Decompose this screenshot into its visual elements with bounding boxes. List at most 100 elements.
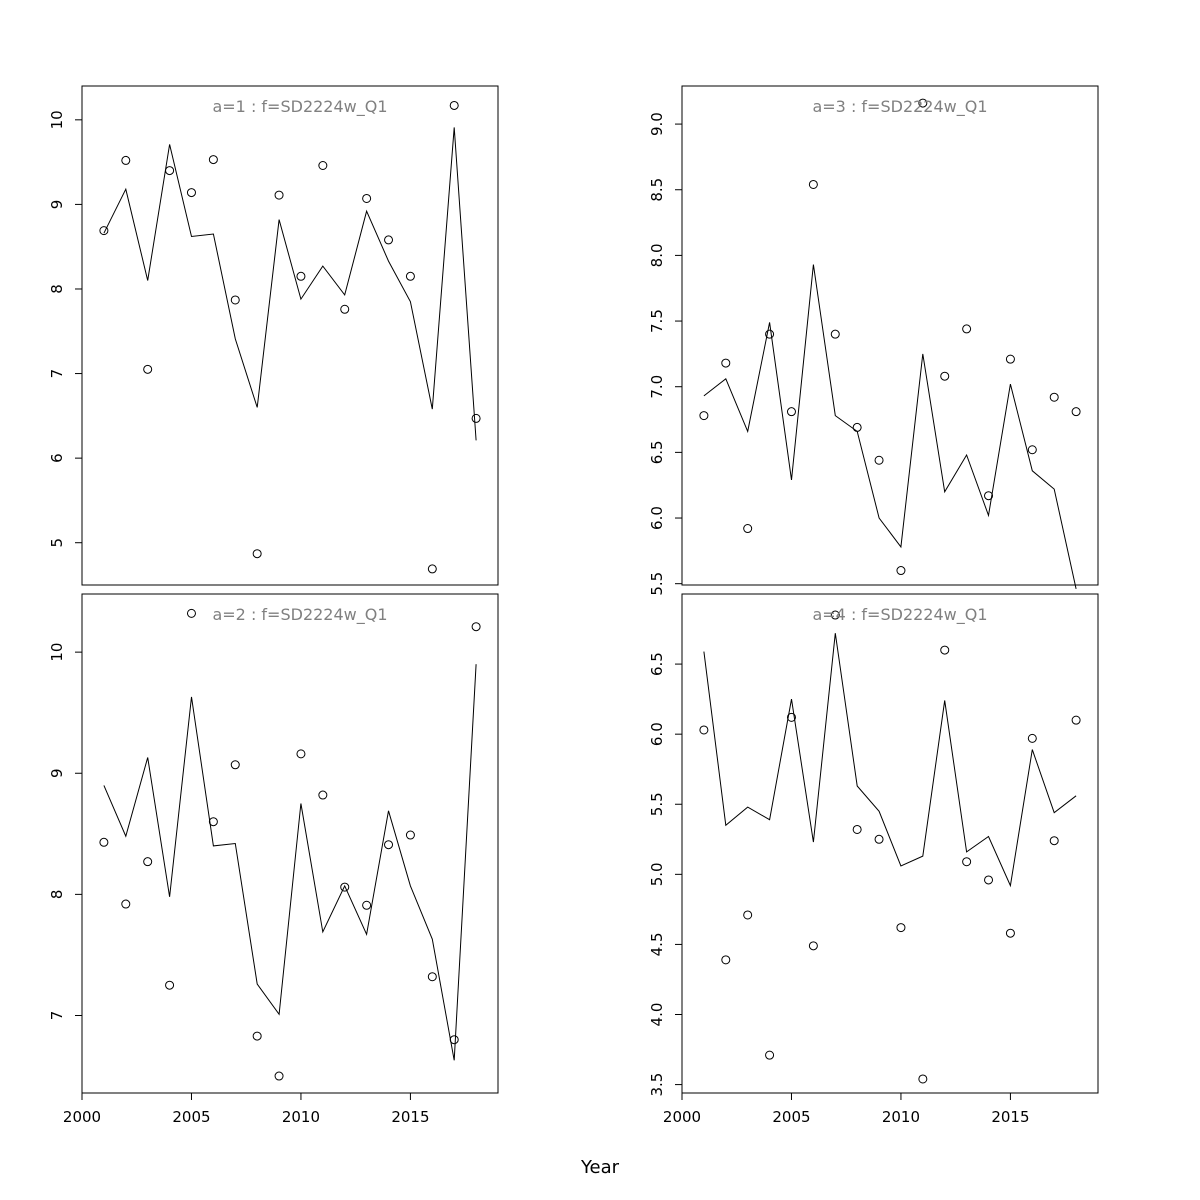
observed-point-a2 bbox=[99, 837, 109, 847]
observed-point-a4 bbox=[743, 910, 753, 920]
observed-point-a1 bbox=[340, 304, 350, 314]
observed-point-a3 bbox=[830, 329, 840, 339]
y-tick-label-a1: 5 bbox=[48, 538, 66, 548]
observed-point-a3 bbox=[808, 179, 818, 189]
panel-title-a2: a=2 : f=SD2224w_Q1 bbox=[212, 605, 387, 625]
observed-point-a1 bbox=[99, 226, 109, 236]
observed-point-a2 bbox=[121, 899, 131, 909]
y-tick-label-a1: 8 bbox=[48, 284, 66, 294]
observed-point-a3 bbox=[874, 455, 884, 465]
panel-a3: 5.5 6.0 6.5 7.0 7.5 8.0 8.5 9.0 a=3 : f=SD2224w_… bbox=[648, 85, 1099, 596]
observed-point-a3 bbox=[1005, 354, 1015, 364]
observed-point-a1 bbox=[252, 549, 262, 559]
y-tick-label-a3: 6.5 bbox=[648, 440, 666, 464]
observed-point-a2 bbox=[143, 857, 153, 867]
observed-point-a1 bbox=[186, 188, 196, 198]
observed-point-a3 bbox=[1049, 392, 1059, 402]
observed-point-a1 bbox=[121, 155, 131, 165]
panel-title-a1: a=1 : f=SD2224w_Q1 bbox=[212, 97, 387, 117]
x-tick-label-a4: 2015 bbox=[991, 1108, 1029, 1126]
observed-point-a3 bbox=[765, 329, 775, 339]
observed-point-a1 bbox=[165, 166, 175, 176]
observed-point-a1 bbox=[405, 271, 415, 281]
observed-point-a2 bbox=[230, 760, 240, 770]
y-tick-label-a1: 9 bbox=[48, 200, 66, 210]
observed-point-a1 bbox=[274, 190, 284, 200]
observed-point-a3 bbox=[940, 371, 950, 381]
observed-point-a4 bbox=[1071, 715, 1081, 725]
observed-point-a3 bbox=[984, 491, 994, 501]
observed-point-a4 bbox=[896, 923, 906, 933]
observed-point-a1 bbox=[318, 161, 328, 171]
observed-point-a4 bbox=[962, 857, 972, 867]
observed-point-a1 bbox=[384, 235, 394, 245]
observed-point-a2 bbox=[208, 817, 218, 827]
y-tick-label-a1: 6 bbox=[48, 453, 66, 463]
panel-a1: 5 6 7 8 9 10 a=1 : f=SD2224w_Q1 bbox=[48, 85, 499, 586]
observed-point-a1 bbox=[296, 271, 306, 281]
observed-point-a3 bbox=[918, 98, 928, 108]
y-tick-label-a1: 7 bbox=[48, 369, 66, 379]
y-tick-label-a1: 10 bbox=[48, 110, 66, 129]
observed-point-a2 bbox=[165, 980, 175, 990]
fitted-line-a4 bbox=[703, 633, 1077, 888]
observed-point-a4 bbox=[1049, 836, 1059, 846]
observed-point-a4 bbox=[984, 875, 994, 885]
observed-point-a4 bbox=[1005, 928, 1015, 938]
observed-point-a4 bbox=[765, 1050, 775, 1060]
x-tick-label-a4: 2005 bbox=[772, 1108, 810, 1126]
observed-point-a2 bbox=[471, 622, 481, 632]
x-tick-label-a2: 2015 bbox=[391, 1108, 429, 1126]
panel-title-a4: a=4 : f=SD2224w_Q1 bbox=[812, 605, 987, 625]
observed-point-a3 bbox=[721, 358, 731, 368]
fitted-line-a1 bbox=[103, 127, 477, 441]
observed-point-a4 bbox=[808, 941, 818, 951]
observed-point-a1 bbox=[427, 564, 437, 574]
observed-point-a2 bbox=[186, 608, 196, 618]
panel-a2: 7 8 9 10 2000 2005 2010 2015 a=2 : f=SD2224w_Q1 bbox=[48, 593, 499, 1126]
plot-frame-a1 bbox=[81, 85, 499, 586]
y-tick-label-a4: 6.5 bbox=[648, 652, 666, 676]
observed-point-a1 bbox=[143, 364, 153, 374]
observed-point-a3 bbox=[852, 422, 862, 432]
observed-point-a1 bbox=[471, 413, 481, 423]
observed-point-a3 bbox=[1027, 445, 1037, 455]
observed-point-a4 bbox=[940, 645, 950, 655]
observed-point-a2 bbox=[405, 830, 415, 840]
y-tick-label-a2: 7 bbox=[48, 1011, 66, 1021]
panels: 5 6 7 8 9 10 a=1 : f=SD2224w_Q1 5.5 6.0 6.5 7.0 7.5… bbox=[48, 85, 1099, 1126]
y-tick-label-a3: 8.0 bbox=[648, 243, 666, 267]
observed-point-a2 bbox=[296, 749, 306, 759]
observed-point-a3 bbox=[1071, 407, 1081, 417]
y-tick-label-a3: 9.0 bbox=[648, 112, 666, 136]
y-tick-label-a2: 9 bbox=[48, 768, 66, 778]
x-tick-label-a2: 2005 bbox=[172, 1108, 210, 1126]
observed-point-a2 bbox=[427, 972, 437, 982]
observed-point-a4 bbox=[918, 1074, 928, 1084]
y-tick-label-a4: 6.0 bbox=[648, 722, 666, 746]
plot-frame-a4 bbox=[681, 593, 1099, 1094]
observed-point-a3 bbox=[699, 411, 709, 421]
observed-point-a1 bbox=[362, 193, 372, 203]
observed-point-a4 bbox=[699, 725, 709, 735]
y-tick-label-a2: 8 bbox=[48, 890, 66, 900]
observed-point-a2 bbox=[449, 1035, 459, 1045]
x-tick-label-a2: 2010 bbox=[282, 1108, 320, 1126]
observed-point-a3 bbox=[786, 407, 796, 417]
observed-point-a4 bbox=[721, 955, 731, 965]
y-tick-label-a3: 7.0 bbox=[648, 375, 666, 399]
y-tick-label-a4: 5.5 bbox=[648, 792, 666, 816]
y-tick-label-a3: 7.5 bbox=[648, 309, 666, 333]
fitted-line-a2 bbox=[103, 664, 477, 1061]
observed-point-a4 bbox=[1027, 733, 1037, 743]
observed-point-a1 bbox=[230, 295, 240, 305]
observed-point-a2 bbox=[318, 790, 328, 800]
fitted-line-a3 bbox=[703, 264, 1077, 590]
plot-frame-a3 bbox=[681, 85, 1099, 586]
y-tick-label-a4: 4.5 bbox=[648, 932, 666, 956]
y-tick-label-a4: 4.0 bbox=[648, 1003, 666, 1027]
observed-point-a4 bbox=[874, 834, 884, 844]
observed-point-a3 bbox=[962, 324, 972, 334]
observed-point-a1 bbox=[208, 155, 218, 165]
x-tick-label-a4: 2010 bbox=[882, 1108, 920, 1126]
